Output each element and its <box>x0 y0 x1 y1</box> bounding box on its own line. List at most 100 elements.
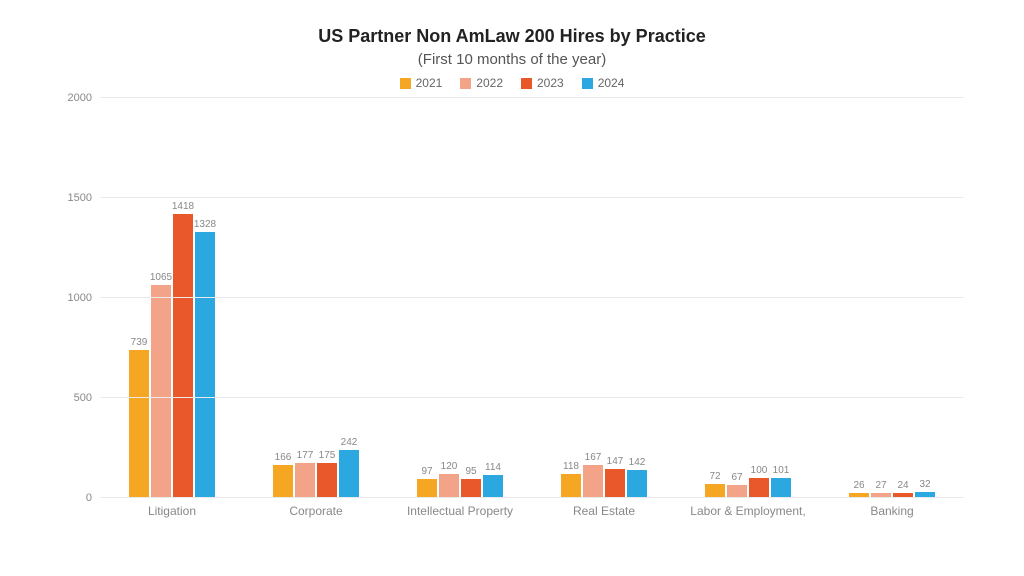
bar: 120 <box>439 474 459 498</box>
x-tick-label: Banking <box>820 504 964 518</box>
bar-value-label: 175 <box>319 450 336 461</box>
bar-rect <box>627 470 647 498</box>
y-tick-label: 0 <box>50 492 92 504</box>
bar-value-label: 1418 <box>172 201 194 212</box>
chart-subtitle: (First 10 months of the year) <box>40 51 984 68</box>
bar-rect <box>461 479 481 498</box>
bar-value-label: 97 <box>421 466 432 477</box>
bar-value-label: 739 <box>131 337 148 348</box>
bar-value-label: 142 <box>629 457 646 468</box>
bar-rect <box>561 474 581 498</box>
y-tick-label: 500 <box>50 392 92 404</box>
bar-value-label: 242 <box>341 437 358 448</box>
legend-label: 2024 <box>598 76 625 90</box>
bar-rect <box>317 463 337 498</box>
bar-group: 26272432 <box>820 98 964 498</box>
bar-rect <box>605 469 625 498</box>
bar-rect <box>151 285 171 498</box>
y-tick-label: 1000 <box>50 292 92 304</box>
bar-rect <box>727 485 747 498</box>
gridline <box>100 197 964 198</box>
bar-rect <box>749 478 769 498</box>
legend-label: 2021 <box>416 76 443 90</box>
bar-rect <box>439 474 459 498</box>
bar-value-label: 101 <box>773 465 790 476</box>
x-tick-label: Intellectual Property <box>388 504 532 518</box>
bar-value-label: 100 <box>751 465 768 476</box>
x-tick-label: Labor & Employment, <box>676 504 820 518</box>
bar: 147 <box>605 469 625 498</box>
legend-item: 2023 <box>521 76 564 90</box>
bar-rect <box>295 463 315 498</box>
legend-item: 2024 <box>582 76 625 90</box>
legend-label: 2023 <box>537 76 564 90</box>
x-tick-label: Corporate <box>244 504 388 518</box>
bar-rect <box>417 479 437 498</box>
bar: 177 <box>295 463 315 498</box>
bar-rect <box>705 484 725 498</box>
bar: 100 <box>749 478 769 498</box>
x-tick-label: Litigation <box>100 504 244 518</box>
bar-group: 739106514181328 <box>100 98 244 498</box>
chart-legend: 2021 2022 2023 2024 <box>40 76 984 90</box>
bar-rect <box>195 232 215 498</box>
bar-value-label: 118 <box>563 461 579 472</box>
bar: 95 <box>461 479 481 498</box>
bar-group: 166177175242 <box>244 98 388 498</box>
gridline <box>100 497 964 498</box>
bar-group: 118167147142 <box>532 98 676 498</box>
bar-value-label: 24 <box>897 480 908 491</box>
bar-rect <box>339 450 359 498</box>
bar-value-label: 167 <box>585 452 602 463</box>
bar-rect <box>273 465 293 498</box>
legend-swatch <box>582 78 593 89</box>
bar-value-label: 166 <box>275 452 292 463</box>
bar: 166 <box>273 465 293 498</box>
bar: 114 <box>483 475 503 498</box>
x-axis-labels: LitigationCorporateIntellectual Property… <box>100 504 964 518</box>
y-tick-label: 1500 <box>50 192 92 204</box>
bar-value-label: 1328 <box>194 219 216 230</box>
bar-value-label: 1065 <box>150 272 172 283</box>
legend-swatch <box>460 78 471 89</box>
bar-groups: 7391065141813281661771752429712095114118… <box>100 98 964 498</box>
bar-rect <box>483 475 503 498</box>
bar-value-label: 67 <box>731 472 742 483</box>
bar-value-label: 95 <box>465 466 476 477</box>
bar: 1418 <box>173 214 193 498</box>
legend-swatch <box>521 78 532 89</box>
gridline <box>100 97 964 98</box>
bar: 67 <box>727 485 747 498</box>
bar: 97 <box>417 479 437 498</box>
bar: 101 <box>771 478 791 498</box>
chart-title: US Partner Non AmLaw 200 Hires by Practi… <box>40 26 984 47</box>
chart-container: US Partner Non AmLaw 200 Hires by Practi… <box>0 0 1024 576</box>
bar-value-label: 120 <box>441 461 458 472</box>
bar-group: 7267100101 <box>676 98 820 498</box>
legend-item: 2022 <box>460 76 503 90</box>
bar-value-label: 147 <box>607 456 624 467</box>
bar: 142 <box>627 470 647 498</box>
bar-value-label: 27 <box>875 480 886 491</box>
bar-rect <box>583 465 603 498</box>
bar: 1065 <box>151 285 171 498</box>
gridline <box>100 297 964 298</box>
bar: 72 <box>705 484 725 498</box>
bar: 167 <box>583 465 603 498</box>
gridline <box>100 397 964 398</box>
bar-value-label: 114 <box>485 462 501 473</box>
legend-label: 2022 <box>476 76 503 90</box>
bar: 1328 <box>195 232 215 498</box>
x-tick-label: Real Estate <box>532 504 676 518</box>
bar-value-label: 72 <box>709 471 720 482</box>
bar-value-label: 26 <box>853 480 864 491</box>
bar-value-label: 177 <box>297 450 314 461</box>
bar: 242 <box>339 450 359 498</box>
bar-rect <box>173 214 193 498</box>
y-tick-label: 2000 <box>50 92 92 104</box>
bar: 739 <box>129 350 149 498</box>
legend-item: 2021 <box>400 76 443 90</box>
legend-swatch <box>400 78 411 89</box>
bar-rect <box>129 350 149 498</box>
bar: 118 <box>561 474 581 498</box>
